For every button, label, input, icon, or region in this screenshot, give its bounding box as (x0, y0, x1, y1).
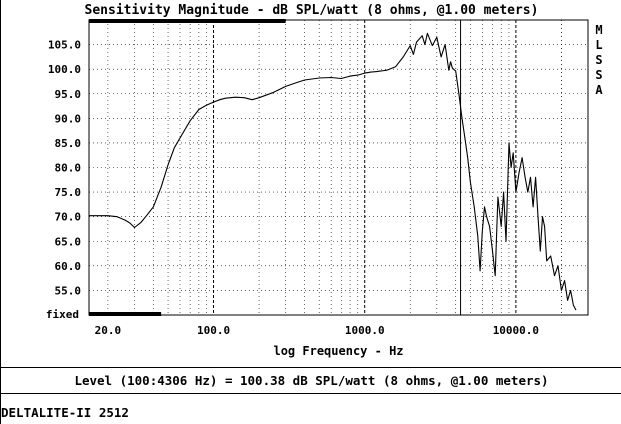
separator-top (1, 367, 621, 368)
level-readout: Level (100:4306 Hz) = 100.38 dB SPL/watt… (74, 373, 549, 388)
separator-bottom (1, 393, 621, 394)
side-label-letter: S (595, 68, 602, 82)
x-tick-label: 1000.0 (345, 324, 385, 337)
sensitivity-curve (89, 32, 577, 311)
series (89, 32, 577, 311)
side-label-letter: L (595, 38, 602, 52)
y-tick-label: 90.0 (55, 112, 82, 125)
device-name: DELTALITE-II 2512 (1, 405, 129, 420)
chart-area: 105.0 100.0 95.0 90.0 85.0 80.0 75.0 70.0 65.0 60… (46, 19, 604, 358)
x-tick-label: 10000.0 (493, 324, 539, 337)
tick-labels: 105.0 100.0 95.0 90.0 85.0 80.0 75.0 70.0 65.0 60… (46, 23, 604, 358)
y-tick-label: 70.0 (55, 211, 82, 224)
y-tick-label: 65.0 (55, 235, 82, 248)
y-tick-label: 95.0 (55, 88, 82, 101)
y-bottom-label: fixed (46, 308, 79, 321)
plot-frame (88, 19, 589, 316)
chart-title: Sensitivity Magnitude - dB SPL/watt (8 o… (84, 3, 539, 18)
x-tick-label: 20.0 (95, 324, 122, 337)
y-tick-label: 60.0 (55, 260, 82, 273)
side-label-letter: A (595, 83, 603, 97)
y-tick-label: 80.0 (55, 162, 82, 175)
y-tick-label: 55.0 (55, 284, 82, 297)
bottom-range-bar (89, 312, 162, 316)
x-tick-label: 100.0 (197, 324, 230, 337)
y-tick-label: 105.0 (48, 39, 81, 52)
side-label-letter: S (595, 53, 602, 67)
y-tick-label: 85.0 (55, 137, 82, 150)
grid (89, 20, 589, 315)
top-range-bar (89, 19, 286, 23)
y-tick-label: 100.0 (48, 63, 81, 76)
side-label-letter: M (595, 23, 602, 37)
axes (88, 19, 589, 316)
x-axis-label: log Frequency - Hz (273, 344, 403, 358)
y-tick-label: 75.0 (55, 186, 82, 199)
